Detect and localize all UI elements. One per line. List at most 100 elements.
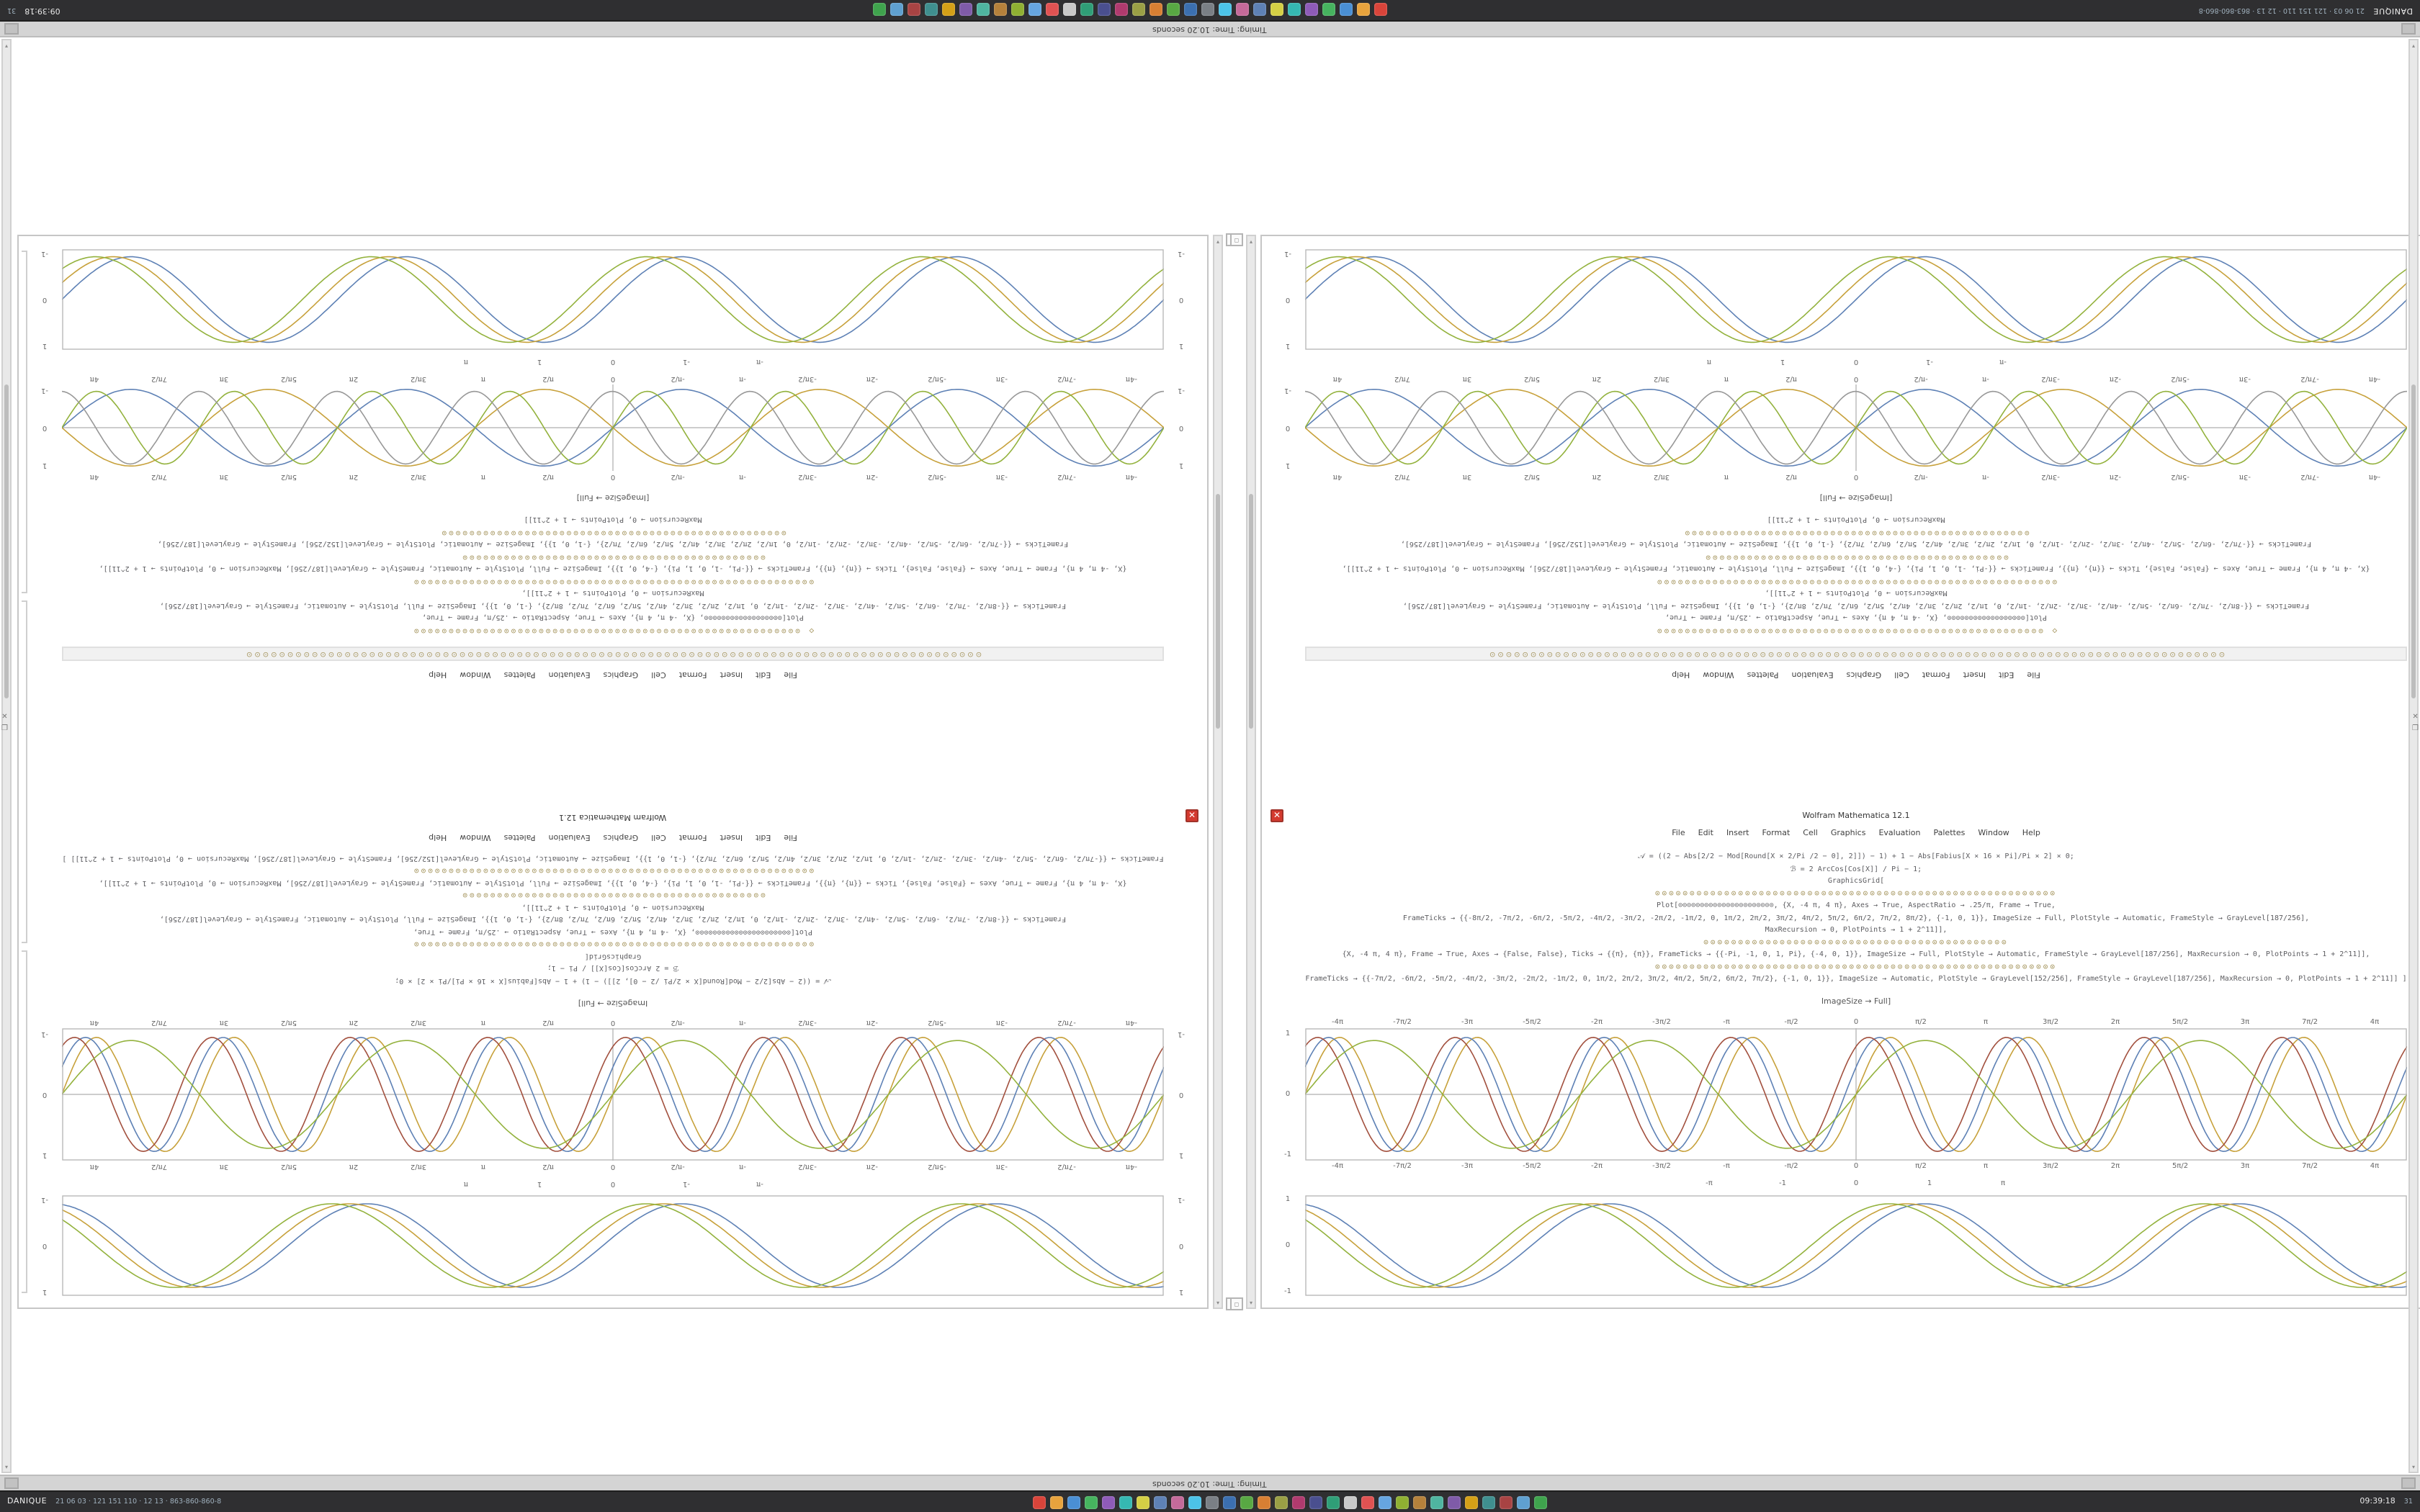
app-icon[interactable] (1050, 1495, 1064, 1508)
close-button[interactable]: ✕ (1270, 809, 1283, 822)
app-icon[interactable] (1482, 1495, 1496, 1508)
scroll-thumb[interactable] (4, 384, 9, 699)
menu-item[interactable]: Format (678, 669, 707, 678)
menu-item[interactable]: Help (2022, 829, 2040, 838)
scroll-thumb[interactable] (1249, 493, 1253, 729)
app-icon[interactable] (1379, 1495, 1392, 1508)
strip-button[interactable] (4, 1477, 19, 1489)
app-icon[interactable] (1292, 1495, 1306, 1508)
app-icon[interactable] (1188, 1495, 1202, 1508)
menu-item[interactable]: Window (460, 832, 491, 841)
menu-item[interactable]: Graphics (1846, 669, 1882, 678)
restore-icon[interactable]: ❐ (2412, 724, 2419, 733)
app-icon[interactable] (1067, 1495, 1081, 1508)
menu-item[interactable]: File (784, 669, 797, 678)
app-icon[interactable] (1102, 1495, 1116, 1508)
menu-item[interactable]: Window (1978, 829, 2009, 838)
app-icon[interactable] (1183, 4, 1197, 17)
restore-icon[interactable]: ❐ (1, 724, 8, 733)
app-icon[interactable] (1218, 4, 1232, 17)
close-button[interactable]: ✕ (1186, 809, 1198, 822)
app-icon[interactable] (1322, 4, 1335, 17)
menu-item[interactable]: Palettes (1933, 829, 1966, 838)
notebook-scrollbar[interactable]: ▴ ▾ (1246, 235, 1256, 1309)
app-icon[interactable] (976, 4, 990, 17)
app-icon[interactable] (924, 4, 938, 17)
menu-item[interactable]: File (2027, 669, 2040, 678)
app-icon[interactable] (1223, 1495, 1237, 1508)
screen-scrollbar-left[interactable]: ▴ ▾ (1, 39, 12, 1473)
menu-item[interactable]: Insert (720, 669, 743, 678)
menu-item[interactable]: Window (1703, 669, 1734, 678)
notebook-scrollbar[interactable]: ▴ ▾ (1213, 235, 1223, 1309)
menu-item[interactable]: Edit (756, 832, 771, 841)
menu-item[interactable]: Graphics (603, 669, 639, 678)
app-icon[interactable] (1361, 1495, 1375, 1508)
app-icon[interactable] (941, 4, 955, 17)
window-resize-button[interactable]: ◻ (1230, 1297, 1243, 1310)
menu-item[interactable]: Help (429, 669, 447, 678)
menu-item[interactable]: Window (460, 669, 491, 678)
app-icon[interactable] (1085, 1495, 1098, 1508)
app-icon[interactable] (1114, 4, 1128, 17)
app-icon[interactable] (959, 4, 972, 17)
app-icon[interactable] (1327, 1495, 1340, 1508)
app-icon[interactable] (1534, 1495, 1548, 1508)
window-resize-button[interactable]: ◻ (1230, 233, 1243, 246)
app-icon[interactable] (1344, 1495, 1358, 1508)
app-icon[interactable] (1309, 1495, 1323, 1508)
scroll-thumb[interactable] (1216, 493, 1220, 729)
menu-item[interactable]: Graphics (603, 832, 639, 841)
scroll-thumb[interactable] (2411, 384, 2416, 699)
app-icon[interactable] (1373, 4, 1387, 17)
app-icon[interactable] (1097, 4, 1111, 17)
menu-item[interactable]: Graphics (1830, 829, 1866, 838)
app-icon[interactable] (1500, 1495, 1513, 1508)
toolbar-strip[interactable]: ⊙⊙⊙⊙⊙⊙⊙⊙⊙⊙⊙⊙⊙⊙⊙⊙⊙⊙⊙⊙⊙⊙⊙⊙⊙⊙⊙⊙⊙⊙⊙⊙⊙⊙⊙⊙⊙⊙⊙⊙… (62, 646, 1164, 660)
app-icon[interactable] (1028, 4, 1041, 17)
menu-item[interactable]: Format (1762, 829, 1791, 838)
app-icon[interactable] (1131, 4, 1145, 17)
menu-item[interactable]: Palettes (503, 669, 536, 678)
menu-item[interactable]: Edit (1698, 829, 1713, 838)
cell-bracket-group[interactable] (22, 251, 27, 1293)
strip-button[interactable] (4, 23, 19, 35)
app-icon[interactable] (1045, 4, 1059, 17)
menu-item[interactable]: Help (1672, 669, 1690, 678)
app-icon[interactable] (1080, 4, 1093, 17)
app-icon[interactable] (1396, 1495, 1410, 1508)
menu-item[interactable]: Insert (720, 832, 743, 841)
app-icon[interactable] (872, 4, 886, 17)
app-icon[interactable] (1171, 1495, 1185, 1508)
menu-item[interactable]: Help (429, 832, 447, 841)
app-icon[interactable] (1137, 1495, 1150, 1508)
strip-button[interactable] (2401, 23, 2416, 35)
scroll-up-icon[interactable]: ▴ (1216, 238, 1219, 245)
app-icon[interactable] (1465, 1495, 1479, 1508)
app-icon[interactable] (1430, 1495, 1444, 1508)
menu-item[interactable]: Cell (651, 669, 666, 678)
menu-item[interactable]: File (784, 832, 797, 841)
toolbar-strip[interactable]: ⊙⊙⊙⊙⊙⊙⊙⊙⊙⊙⊙⊙⊙⊙⊙⊙⊙⊙⊙⊙⊙⊙⊙⊙⊙⊙⊙⊙⊙⊙⊙⊙⊙⊙⊙⊙⊙⊙⊙⊙… (1305, 646, 2407, 660)
screen-scrollbar-right[interactable]: ▴ ▾ (2408, 39, 2419, 1473)
menu-item[interactable]: Cell (651, 832, 666, 841)
scroll-down-icon[interactable]: ▾ (1216, 1299, 1219, 1306)
scroll-down-icon[interactable]: ▾ (4, 1463, 8, 1470)
app-icon[interactable] (1235, 4, 1249, 17)
menu-item[interactable]: Palettes (503, 832, 536, 841)
menu-item[interactable]: Evaluation (548, 669, 591, 678)
menu-item[interactable]: Edit (1999, 669, 2015, 678)
app-icon[interactable] (1448, 1495, 1461, 1508)
app-icon[interactable] (1252, 4, 1266, 17)
scroll-up-icon[interactable]: ▴ (1249, 238, 1252, 245)
app-icon[interactable] (1062, 4, 1076, 17)
app-icon[interactable] (1287, 4, 1301, 17)
strip-button[interactable] (2401, 1477, 2416, 1489)
app-icon[interactable] (889, 4, 903, 17)
app-icon[interactable] (907, 4, 920, 17)
menu-item[interactable]: Cell (1803, 829, 1818, 838)
app-icon[interactable] (993, 4, 1007, 17)
close-icon[interactable]: ✕ (1, 713, 8, 721)
app-icon[interactable] (1154, 1495, 1168, 1508)
app-icon[interactable] (1517, 1495, 1531, 1508)
